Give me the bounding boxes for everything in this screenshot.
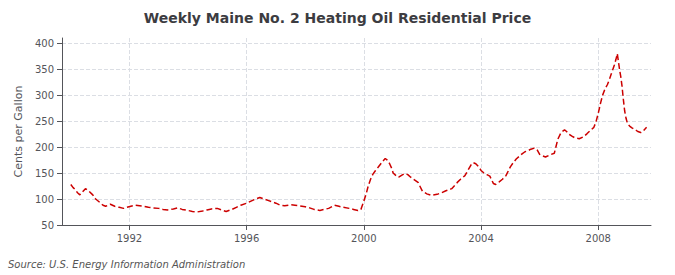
svg-text:1992: 1992 — [117, 233, 142, 244]
svg-text:350: 350 — [35, 64, 54, 75]
svg-text:Weekly Maine No. 2 Heating Oil: Weekly Maine No. 2 Heating Oil Residenti… — [144, 10, 531, 26]
svg-text:Source: U.S. Energy Informatio: Source: U.S. Energy Information Administ… — [8, 259, 245, 270]
svg-text:1996: 1996 — [234, 233, 259, 244]
svg-text:250: 250 — [35, 116, 54, 127]
svg-text:Cents per Gallon: Cents per Gallon — [12, 86, 25, 178]
svg-text:2008: 2008 — [586, 233, 611, 244]
svg-text:2000: 2000 — [351, 233, 376, 244]
svg-text:2004: 2004 — [468, 233, 493, 244]
svg-text:150: 150 — [35, 168, 54, 179]
svg-text:300: 300 — [35, 90, 54, 101]
svg-text:400: 400 — [35, 38, 54, 49]
svg-text:50: 50 — [41, 220, 54, 231]
svg-text:200: 200 — [35, 142, 54, 153]
svg-text:100: 100 — [35, 194, 54, 205]
